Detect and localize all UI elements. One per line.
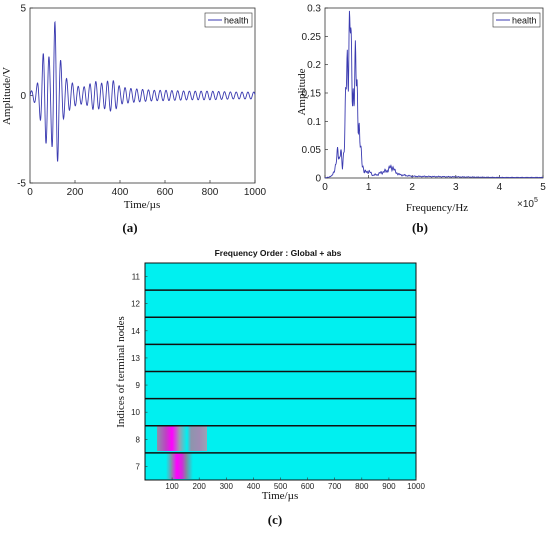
chart-c-xtick-label: 400 xyxy=(247,482,261,491)
chart-a-ticks: 0 200 400 600 800 1000-505 xyxy=(17,4,266,199)
chart-a-plot-area xyxy=(29,7,256,184)
chart-b-ylabel: Amplitude xyxy=(296,68,308,115)
chart-b-xtick-label: 3 xyxy=(453,182,459,193)
chart-c-xtick-label: 200 xyxy=(193,482,207,491)
chart-c-xlabel: Time/µs xyxy=(262,490,299,502)
chart-b-panel-label: (b) xyxy=(412,220,428,235)
chart-b-ytick-label: 0.05 xyxy=(302,145,322,156)
chart-a-ytick-label: 5 xyxy=(20,4,26,15)
chart-c-xtick-label: 700 xyxy=(328,482,342,491)
chart-c-row-label: 11 xyxy=(132,273,141,282)
chart-c-ylabel: Indices of terminal nodes xyxy=(115,316,127,428)
chart-a-ytick-label: 0 xyxy=(20,91,26,102)
chart-b-legend-label: health xyxy=(512,16,537,26)
chart-c-xtick-label: 1000 xyxy=(407,482,425,491)
chart-c-xtick-label: 800 xyxy=(355,482,369,491)
chart-b-xtick-label: 0 xyxy=(322,182,328,193)
chart-b-ticks: 0 1 2 3 4 5 0 0.05 0.1 0.15 0.2 0.25 0.3 xyxy=(302,4,547,194)
chart-a-xtick-label: 1000 xyxy=(244,187,267,198)
heat-segment-row-7 xyxy=(166,453,193,479)
chart-c-xtick-label: 300 xyxy=(220,482,234,491)
chart-a-xlabel: Time/µs xyxy=(124,199,161,211)
chart-c-xtick-label: 100 xyxy=(165,482,179,491)
chart-b-series-health xyxy=(324,10,544,179)
chart-c-title: Frequency Order : Global + abs xyxy=(215,248,342,258)
chart-a-xtick-label: 600 xyxy=(157,187,174,198)
heat-segment-row-8 xyxy=(157,426,207,451)
chart-c-row-label: 14 xyxy=(131,327,140,336)
chart-c-row-label: 9 xyxy=(136,381,141,390)
chart-b-ytick-label: 0.3 xyxy=(307,4,321,15)
chart-c-xtick-label: 500 xyxy=(274,482,288,491)
chart-b-xtick-label: 2 xyxy=(409,182,415,193)
chart-c-rows xyxy=(145,289,416,454)
chart-b-legend: health xyxy=(492,12,541,28)
chart-c-ticks: 11 12 14 13 9 10 8 7 100 200 300 400 500 600 700 800 900… xyxy=(131,273,425,491)
chart-b-ytick-label: 0.25 xyxy=(302,32,322,43)
chart-c: Frequency Order : Global + abs 11 12 14 13 9… xyxy=(115,248,425,527)
chart-a-xtick-label: 400 xyxy=(112,187,129,198)
chart-b: 0 1 2 3 4 5 0 0.05 0.1 0.15 0.2 0.25 0.3 health Freq… xyxy=(296,4,546,236)
chart-a-ylabel: Amplitude/V xyxy=(1,67,13,125)
chart-b-xtick-label: 4 xyxy=(497,182,503,193)
chart-b-ytick-label: 0.15 xyxy=(302,89,322,100)
chart-b-x-multiplier: ×105 xyxy=(517,197,538,210)
chart-b-xtick-label: 5 xyxy=(540,182,546,193)
chart-a: 0 200 400 600 800 1000-505 health Time/µs Amp… xyxy=(1,4,267,236)
chart-a-xtick-label: 800 xyxy=(202,187,219,198)
chart-a-legend-label: health xyxy=(224,16,249,26)
chart-a-legend: health xyxy=(204,12,253,28)
chart-c-row-label: 13 xyxy=(131,354,140,363)
chart-b-ytick-label: 0.2 xyxy=(307,60,321,71)
chart-c-panel-label: (c) xyxy=(268,512,282,527)
chart-b-xlabel: Frequency/Hz xyxy=(406,202,468,214)
chart-a-ytick-label: -5 xyxy=(17,179,26,190)
chart-c-xtick-label: 900 xyxy=(382,482,396,491)
chart-c-row-label: 12 xyxy=(131,300,140,309)
chart-a-xtick-label: 0 xyxy=(27,187,33,198)
chart-a-panel-label: (a) xyxy=(122,220,137,235)
chart-c-row-label: 10 xyxy=(131,408,140,417)
chart-a-xtick-label: 200 xyxy=(67,187,84,198)
chart-c-xtick-label: 600 xyxy=(301,482,315,491)
chart-b-ytick-label: 0 xyxy=(315,174,321,185)
chart-c-row-label: 7 xyxy=(136,462,141,471)
chart-b-ytick-label: 0.1 xyxy=(307,117,321,128)
chart-b-xtick-label: 1 xyxy=(366,182,372,193)
chart-c-row-label: 8 xyxy=(136,435,141,444)
chart-a-series-health xyxy=(29,20,256,162)
